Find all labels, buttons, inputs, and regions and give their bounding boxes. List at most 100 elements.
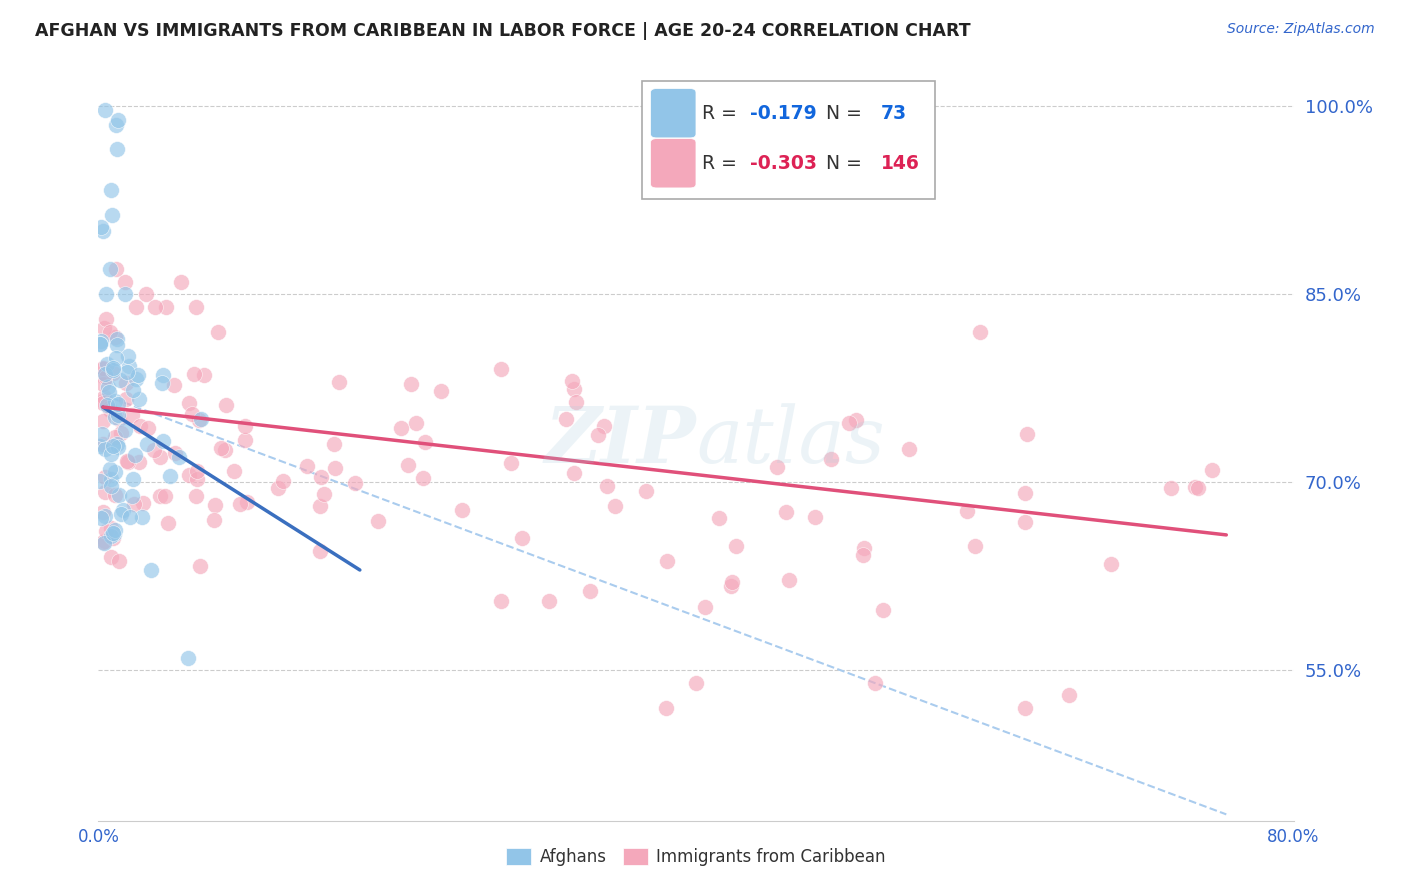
Point [105,262,128,277]
Point [93,390,115,404]
Point [135,287,157,301]
Point [91,394,114,409]
Point [157,516,180,530]
Point [956,504,979,518]
Point [152,368,174,383]
Point [1014,516,1036,530]
Text: AFGHAN VS IMMIGRANTS FROM CARIBBEAN IN LABOR FORCE | AGE 20-24 CORRELATION CHART: AFGHAN VS IMMIGRANTS FROM CARIBBEAN IN L… [35,22,970,40]
Point [104,523,127,537]
Point [188,559,211,574]
Point [108,488,131,502]
Point [328,375,350,389]
Point [121,383,143,397]
Point [560,374,582,388]
Point [93,368,115,382]
Point [720,579,742,593]
Point [322,436,344,450]
Point [655,554,678,568]
Text: R =: R = [702,103,742,123]
Point [565,395,588,409]
Point [1201,463,1223,477]
Point [579,584,602,599]
Point [555,412,578,426]
Point [162,377,184,392]
Point [122,472,145,486]
Point [89,337,111,351]
Point [127,368,149,383]
Text: -0.179: -0.179 [749,103,817,123]
Point [93,103,115,117]
Point [309,499,332,513]
Point [1014,486,1036,500]
Point [693,599,716,614]
Point [107,112,129,127]
Point [94,312,117,326]
Text: N =: N = [814,103,868,123]
Point [101,361,124,376]
Point [105,338,128,352]
Point [97,385,120,400]
Text: N =: N = [814,153,868,173]
Point [412,471,434,485]
Point [142,443,165,458]
Point [314,486,336,500]
Point [186,472,208,486]
Point [114,423,136,437]
Point [155,300,177,314]
Point [593,419,616,434]
Point [115,376,138,391]
Point [125,372,148,386]
Point [510,532,533,546]
Point [207,325,229,339]
Point [91,361,114,376]
Point [108,412,131,426]
Point [1099,558,1122,572]
Point [125,300,148,314]
Point [91,535,114,549]
Point [104,465,127,479]
FancyBboxPatch shape [651,138,696,188]
Point [202,513,225,527]
Point [169,275,191,289]
Point [229,497,252,511]
Point [775,505,797,519]
Point [396,458,419,473]
Point [98,262,122,277]
Text: 73: 73 [882,103,907,123]
Point [685,675,707,690]
Point [114,275,136,289]
Point [94,533,117,548]
Point [181,407,204,421]
Point [538,594,561,608]
Point [204,498,226,512]
Point [153,489,176,503]
Point [343,475,366,490]
Point [1187,481,1209,495]
Point [107,554,129,568]
Point [115,392,138,406]
Point [136,420,159,434]
Point [233,433,256,447]
Point [177,395,200,409]
Point [852,548,875,562]
Point [104,488,127,502]
Point [104,430,127,444]
Point [112,502,135,516]
Point [389,421,412,435]
Point [765,460,787,475]
Point [94,508,117,523]
Point [562,382,585,396]
Point [129,418,152,433]
Point [91,436,114,450]
Point [98,462,121,476]
Point [107,409,129,423]
Point [89,474,111,488]
Point [308,543,330,558]
Point [405,416,427,430]
Point [101,367,124,381]
Point [100,550,122,565]
Point [128,455,150,469]
Point [367,514,389,528]
Point [91,396,114,410]
Point [93,536,115,550]
